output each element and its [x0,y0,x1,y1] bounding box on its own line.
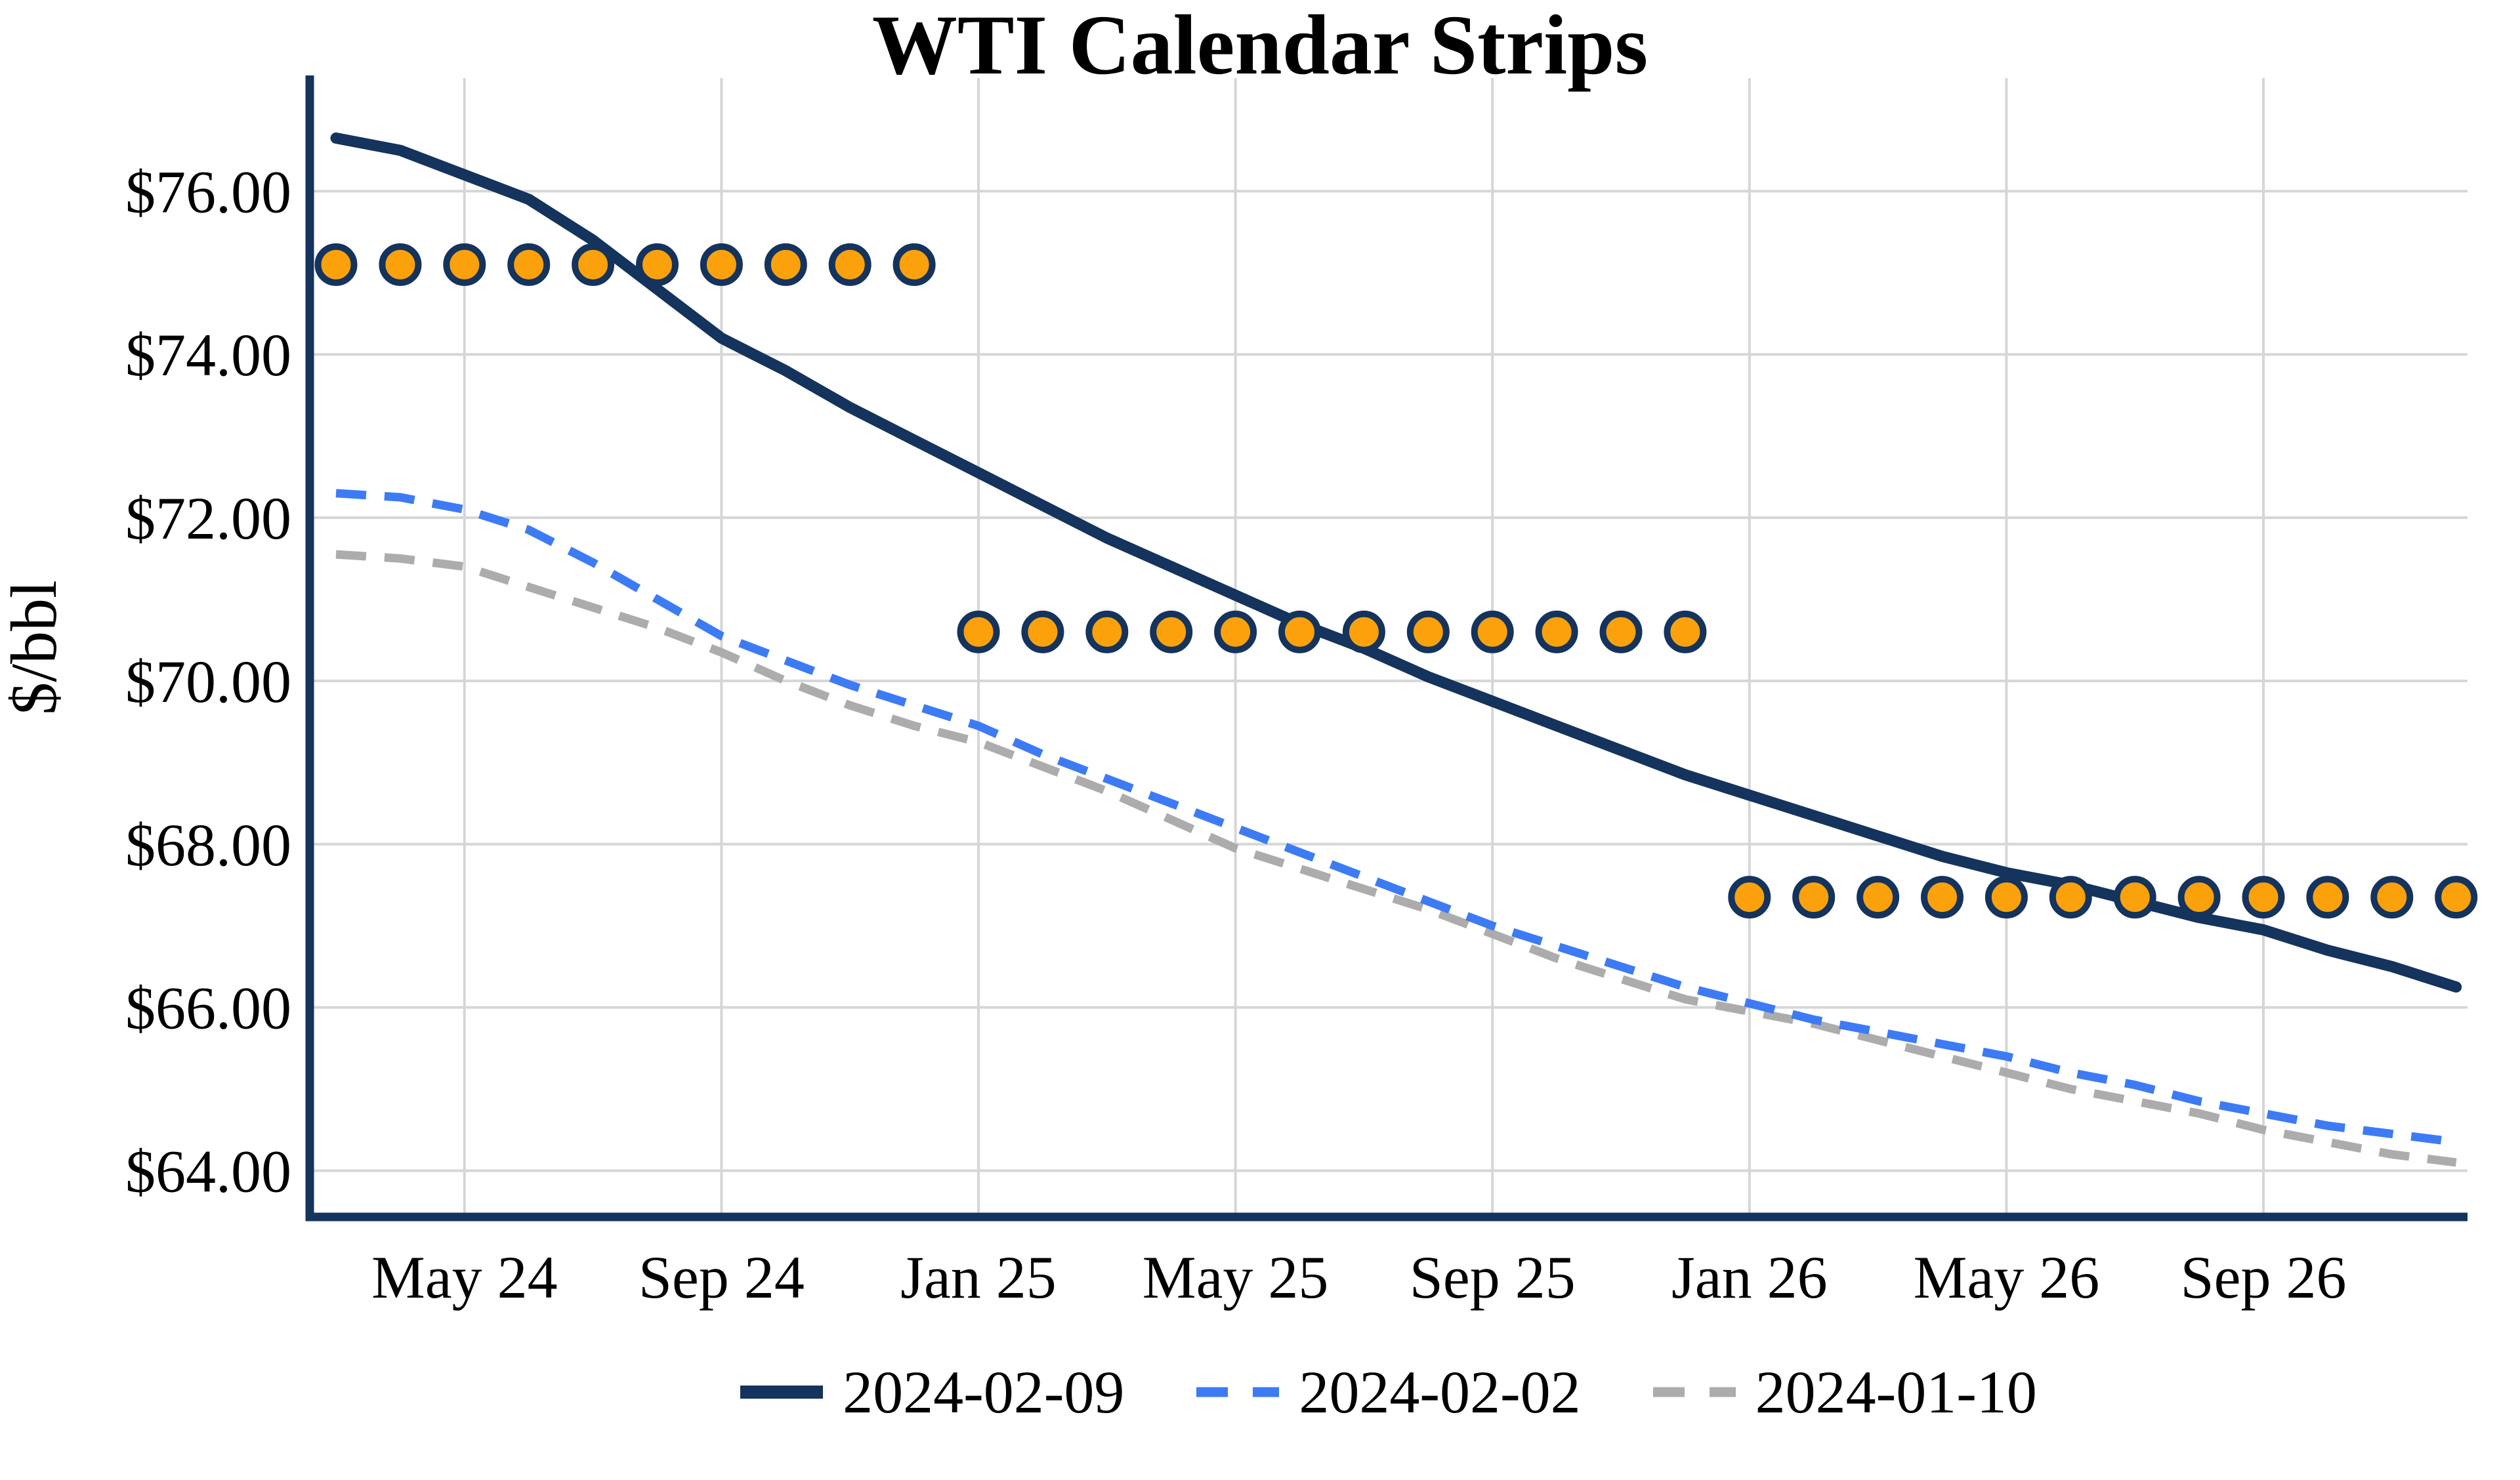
legend-label: 2024-02-09 [843,1359,1125,1426]
strip-dot [572,243,615,286]
strip-dot [1150,610,1193,653]
x-tick-label: May 25 [1143,1244,1329,1311]
x-tick-label: Sep 26 [2181,1244,2347,1311]
strip-dot [2113,876,2156,919]
x-tick-label: Jan 25 [900,1244,1057,1311]
legend-item-2024-01-10: 2024-01-10 [1652,1357,2037,1427]
y-tick-label: $64.00 [125,1138,291,1204]
strip-dot [379,243,422,286]
strip-dot [764,243,807,286]
strip-dot [1278,610,1321,653]
legend-label: 2024-01-10 [1755,1359,2037,1426]
calendar-2024-strip [314,243,936,286]
strip-dot [1664,610,1707,653]
strip-dot [828,243,872,286]
strip-dot [2242,876,2285,919]
strip-dot [892,243,936,286]
strip-dot [1921,876,1964,919]
series-line-2024-02-09 [330,133,2462,993]
calendar-2025-strip [957,610,1707,653]
strip-dot [2049,876,2092,919]
x-tick-label: Jan 26 [1671,1244,1828,1311]
calendar-2026-strip [1728,876,2478,919]
chart-legend: 2024-02-09 2024-02-02 2024-01-10 [310,1353,2468,1431]
strip-dot [957,610,1000,653]
tick-labels: $76.00 $74.00 $72.00 $70.00 $68.00 $66.00 $64.… [125,158,2347,1311]
legend-label: 2024-02-02 [1299,1359,1581,1426]
chart-title: WTI Calendar Strips [872,0,1648,92]
legend-dashed-line-swatch [1196,1387,1280,1397]
strip-dot [1021,610,1064,653]
strip-dot [1342,610,1385,653]
legend-item-2024-02-02: 2024-02-02 [1196,1357,1581,1427]
strip-dot [2370,876,2414,919]
y-tick-label: $74.00 [125,321,291,388]
strip-dot [1471,610,1514,653]
strip-dot [1728,876,1771,919]
strip-dot [443,243,486,286]
strip-markers [314,243,2478,919]
strip-dot [1535,610,1578,653]
x-tick-label: Sep 25 [1410,1244,1576,1311]
strip-dot [636,243,679,286]
strip-dot [2177,876,2221,919]
y-axis-title: $/bbl [0,580,70,715]
legend-item-2024-02-09: 2024-02-09 [740,1357,1124,1427]
strip-dot [1792,876,1836,919]
series-lines [330,133,2462,1167]
gridlines [310,78,2468,1217]
strip-dot [1599,610,1643,653]
legend-dashed-line-swatch [1652,1387,1736,1397]
x-tick-label: May 26 [1914,1244,2100,1311]
strip-dot [1085,610,1129,653]
y-tick-label: $76.00 [125,158,291,225]
strip-dot [314,243,358,286]
y-tick-label: $66.00 [125,975,291,1042]
strip-dot [2306,876,2349,919]
strip-dot [507,243,551,286]
strip-dot [2435,876,2478,919]
y-tick-label: $68.00 [125,812,291,878]
series-line-2024-01-10 [335,550,2457,1167]
series-line-2024-02-02 [335,489,2457,1147]
strip-dot [1214,610,1257,653]
x-tick-label: May 24 [371,1244,558,1311]
strip-dot [1857,876,1900,919]
strip-dot [1406,610,1450,653]
legend-solid-line-swatch [740,1386,824,1399]
x-tick-label: Sep 24 [639,1244,805,1311]
y-tick-label: $70.00 [125,648,291,715]
axes [305,75,2468,1222]
strip-dot [1984,876,2028,919]
y-tick-label: $72.00 [125,485,291,552]
strip-dot [700,243,743,286]
